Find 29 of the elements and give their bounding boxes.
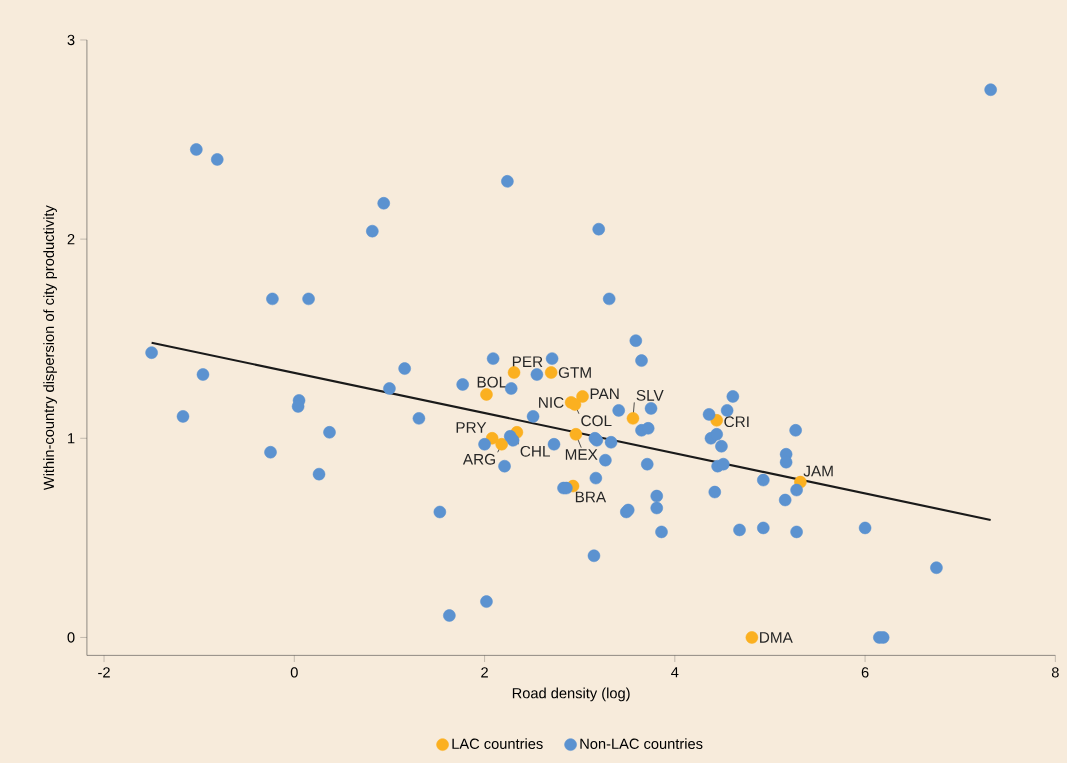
annotation: PRY (456, 422, 487, 433)
y-axis-title: Within-country dispersion of city productivity (43, 205, 57, 490)
x-tick-label: 6 (861, 667, 869, 678)
annotation: GTM (558, 367, 591, 378)
annotation: PAN (590, 388, 619, 399)
legend-label: Non-LAC countries (580, 738, 703, 749)
annotation: JAM (803, 465, 833, 477)
y-tick-label: 0 (67, 632, 75, 643)
x-tick-label: 8 (1051, 667, 1059, 678)
x-tick-label: 2 (481, 667, 488, 678)
annotation: SLV (636, 389, 664, 401)
y-tick-label: 1 (68, 433, 75, 444)
annotation: CHL (520, 445, 550, 457)
annotation: BOL (477, 376, 507, 388)
x-tick-label: 4 (671, 667, 679, 678)
annotation: DMA (760, 632, 793, 643)
annotation: PER (512, 356, 543, 367)
legend-label: LAC countries (452, 738, 543, 749)
annotation: ARG (462, 453, 495, 465)
annotation: CRI (724, 416, 749, 427)
y-tick-label: 2 (67, 233, 75, 245)
x-tick-label: 0 (290, 667, 298, 678)
x-axis-title: Road density (log) (512, 687, 630, 702)
y-tick-label: 3 (67, 34, 75, 46)
annotation: BRA (575, 491, 607, 503)
annotation: COL (581, 415, 612, 427)
x-tick-label: -2 (98, 667, 110, 678)
annotation: NIC (539, 396, 564, 408)
annotation: MEX (565, 449, 598, 460)
